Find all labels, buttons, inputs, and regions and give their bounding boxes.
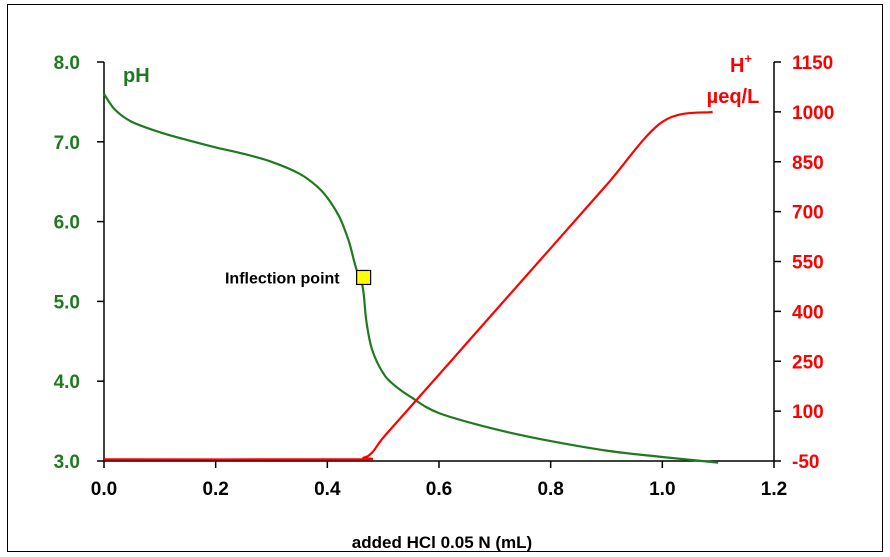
right-tick-label: 250 xyxy=(792,352,824,373)
x-tick-label: 0.6 xyxy=(426,479,452,500)
axes xyxy=(103,62,775,462)
left-axis-title: pH xyxy=(123,65,150,87)
left-tick-label: 5.0 xyxy=(54,292,80,313)
x-tick-label: 0.8 xyxy=(537,479,563,500)
inflection-point-label: Inflection point xyxy=(225,270,340,287)
x-tick-label: 1.0 xyxy=(649,479,675,500)
right-tick-label: 400 xyxy=(792,302,824,323)
left-tick-label: 3.0 xyxy=(54,452,80,473)
right-tick-label: 850 xyxy=(792,153,824,174)
x-tick-label: 0.0 xyxy=(91,479,117,500)
right-axis-title-superscript: + xyxy=(744,51,752,66)
right-tick-label: -50 xyxy=(792,452,819,473)
right-axis-title-base: H xyxy=(730,55,744,77)
left-tick-label: 6.0 xyxy=(54,213,80,234)
x-tick-label: 0.2 xyxy=(202,479,228,500)
left-tick-label: 8.0 xyxy=(54,53,80,74)
inflection-point-marker xyxy=(356,269,372,286)
h-plus-series-line xyxy=(103,110,713,461)
left-tick-label: 7.0 xyxy=(54,133,80,154)
right-tick-label: 700 xyxy=(792,203,824,224)
right-tick-label: 550 xyxy=(792,253,824,274)
left-tick-label: 4.0 xyxy=(54,372,80,393)
x-tick-label: 0.4 xyxy=(314,479,341,500)
right-tick-label: 100 xyxy=(792,402,824,423)
right-tick-label: 1000 xyxy=(792,103,834,124)
ph-series-line xyxy=(103,93,719,464)
x-axis-title: added HCl 0.05 N (mL) xyxy=(352,533,532,552)
right-tick-label: 1150 xyxy=(792,53,833,74)
ticks: 0.0 0.2 0.4 0.6 0.8 1.0 1.2 3.0 4.0 5.0 6.0 7.0 8.0 -… xyxy=(54,53,835,500)
x-tick-label: 1.2 xyxy=(761,479,787,500)
annotation-layer: Inflection point xyxy=(225,269,372,287)
right-axis-title: H+ xyxy=(730,51,752,77)
series-layer xyxy=(103,93,719,464)
right-axis-unit: µeq/L xyxy=(707,86,760,108)
